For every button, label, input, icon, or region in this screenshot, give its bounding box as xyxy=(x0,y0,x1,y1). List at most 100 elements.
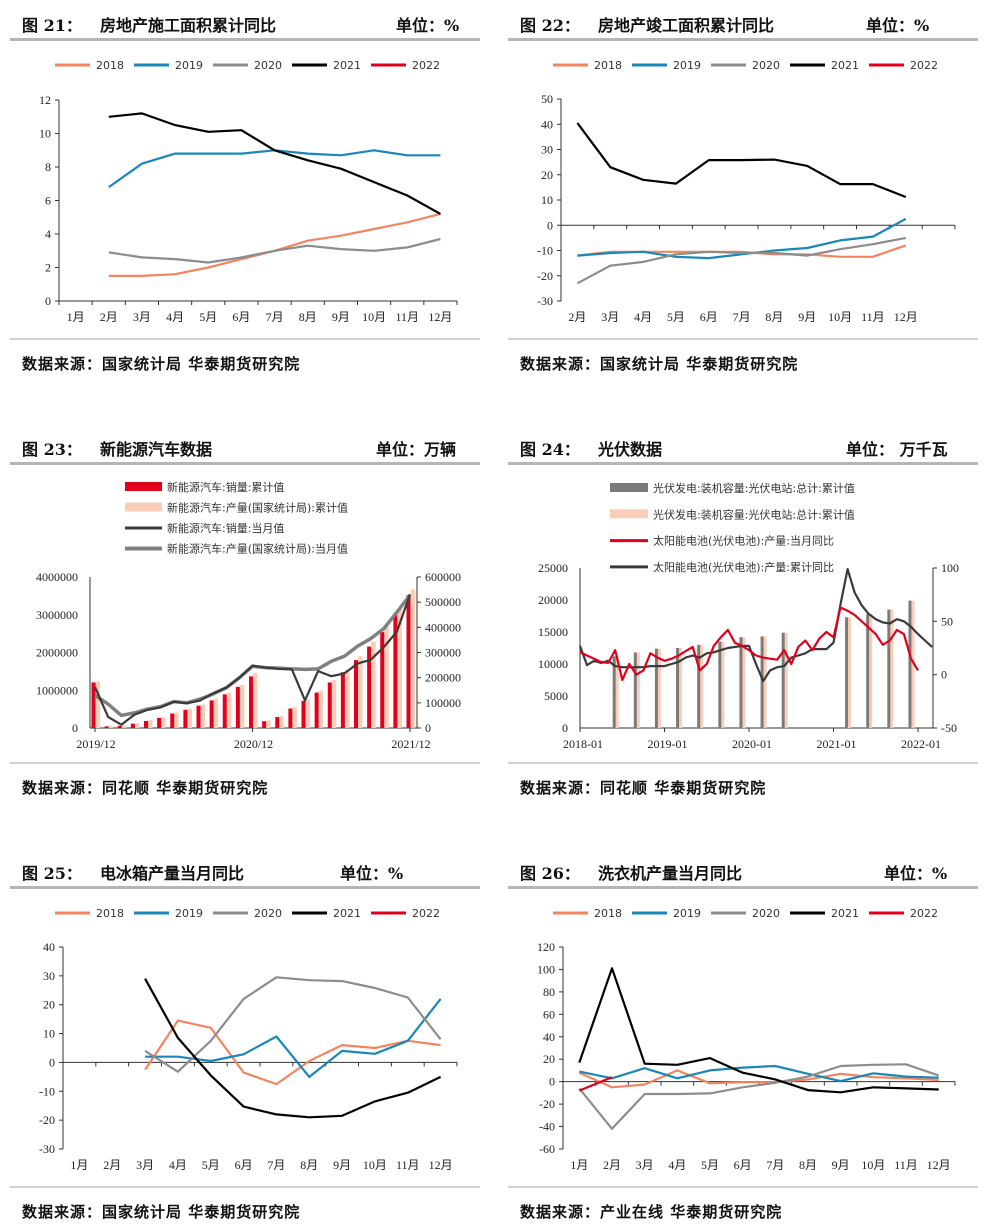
x-tick-label: 2月 xyxy=(603,1158,621,1172)
left-tick-label: 25000 xyxy=(538,561,568,575)
x-tick-label: 5月 xyxy=(701,1158,719,1172)
x-tick-label: 7月 xyxy=(766,1158,784,1172)
legend-label: 新能源汽车:产量(国家统计局):累计值 xyxy=(167,501,348,515)
bar-sales-cumulative xyxy=(262,721,267,728)
bar-pv-capacity-gray xyxy=(908,600,912,728)
y-tick-label: -10 xyxy=(537,244,553,258)
legend-label-2018: 2018 xyxy=(594,59,622,72)
bar-pv-capacity-gray xyxy=(612,656,616,728)
bar-pv-capacity-pink xyxy=(742,637,746,728)
right-tick-label: 50 xyxy=(941,614,953,628)
legend-label-2021: 2021 xyxy=(831,907,859,920)
bar-production-cumulative xyxy=(344,669,350,728)
x-tick-label: 6月 xyxy=(700,310,718,324)
figure-source: 数据来源：产业在线 华泰期货研究院 xyxy=(508,1186,978,1228)
bar-sales-cumulative xyxy=(393,615,398,728)
source-text: 数据来源：国家统计局 华泰期货研究院 xyxy=(22,1203,301,1221)
bar-sales-cumulative xyxy=(130,723,135,728)
bar-production-cumulative xyxy=(292,707,297,728)
x-tick-label: 2021/12 xyxy=(391,737,430,751)
legend-label-2019: 2019 xyxy=(673,59,701,72)
series-line-2019 xyxy=(577,217,907,260)
legend-label-2020: 2020 xyxy=(254,907,282,920)
legend-label: 光伏发电:装机容量:光伏电站:总计:累计值 xyxy=(653,507,855,521)
left-tick-label: 20000 xyxy=(538,593,568,607)
y-tick-label: -20 xyxy=(539,1097,555,1111)
series-line-2021 xyxy=(144,978,442,1119)
y-tick-label: -60 xyxy=(539,1142,555,1156)
x-tick-label: 5月 xyxy=(667,310,685,324)
series-line-2021 xyxy=(108,112,441,215)
source-text: 数据来源：同花顺 华泰期货研究院 xyxy=(22,779,269,797)
figure-header: 图 21： 房地产施工面积累计同比 单位：% xyxy=(10,8,480,41)
figure-label: 图 25： xyxy=(22,864,82,883)
figure-title: 房地产施工面积累计同比 xyxy=(100,16,277,35)
x-tick-label: 2018-01 xyxy=(563,737,603,751)
bar-sales-cumulative xyxy=(183,709,188,728)
bar-pv-capacity-gray xyxy=(781,632,785,728)
bar-production-cumulative xyxy=(397,608,402,728)
bar-production-cumulative xyxy=(161,717,166,728)
legend-label-2018: 2018 xyxy=(96,59,124,72)
chart-washer-output-yoy: 2018 2019 2020 2021 2022 -60 -40 -20 0 20 40 60 80 10… xyxy=(537,907,956,1172)
right-tick-label: 300000 xyxy=(425,646,461,660)
figure-title: 新能源汽车数据 xyxy=(100,440,213,459)
bar-pv-capacity-gray xyxy=(887,609,891,728)
series-line-2021 xyxy=(578,967,939,1094)
x-tick-label: 11月 xyxy=(861,310,885,324)
left-tick-label: 15000 xyxy=(538,625,568,639)
bar-production-cumulative xyxy=(384,626,389,728)
series-line-2018 xyxy=(144,1019,441,1086)
x-tick-label: 7月 xyxy=(733,310,751,324)
x-tick-label: 4月 xyxy=(166,310,184,324)
x-tick-label: 3月 xyxy=(136,1158,154,1172)
x-tick-label: 10月 xyxy=(861,1158,885,1172)
bar-pv-capacity-gray xyxy=(718,641,722,728)
source-text: 数据来源：国家统计局 华泰期货研究院 xyxy=(520,355,799,373)
x-tick-label: 2月 xyxy=(100,310,118,324)
legend-label-2021: 2021 xyxy=(831,59,859,72)
bar-pv-capacity-pink xyxy=(679,648,683,728)
chart-pv-data: 光伏发电:装机容量:光伏电站:总计:累计值光伏发电:装机容量:光伏电站:总计:累… xyxy=(538,481,959,751)
x-tick-label: 3月 xyxy=(133,310,151,324)
series-line-2021 xyxy=(576,122,907,199)
series-line-2018 xyxy=(108,212,441,277)
x-tick-label: 6月 xyxy=(232,310,250,324)
line-sales-monthly xyxy=(93,594,412,726)
right-tick-label: 0 xyxy=(941,668,947,682)
bar-pv-capacity-pink xyxy=(615,656,619,728)
bar-pv-capacity-gray xyxy=(866,614,870,728)
legend-label-2022: 2022 xyxy=(412,907,440,920)
x-tick-label: 9月 xyxy=(832,1158,850,1172)
y-tick-label: 20 xyxy=(541,168,553,182)
bar-production-cumulative xyxy=(279,715,284,728)
x-tick-label: 4月 xyxy=(634,310,652,324)
figure-header: 图 23： 新能源汽车数据 单位：万辆 xyxy=(10,432,480,465)
figure-title: 电冰箱产量当月同比 xyxy=(100,864,245,883)
y-tick-label: 4 xyxy=(45,227,51,241)
y-tick-label: 30 xyxy=(43,969,55,983)
series-line-2022 xyxy=(578,1076,613,1092)
legend-swatch xyxy=(610,509,648,519)
legend-label-2022: 2022 xyxy=(910,59,938,72)
legend-label-2018: 2018 xyxy=(594,907,622,920)
figure-source: 数据来源：同花顺 华泰期货研究院 xyxy=(508,762,978,804)
legend-label-2020: 2020 xyxy=(254,59,282,72)
figure-title: 光伏数据 xyxy=(598,440,663,459)
bar-pv-capacity-gray xyxy=(633,652,637,728)
legend-label-2022: 2022 xyxy=(412,59,440,72)
bar-pv-capacity-pink xyxy=(721,641,725,728)
legend-label: 新能源汽车:销量:当月值 xyxy=(167,521,284,535)
bar-production-cumulative xyxy=(266,720,271,728)
figure-source: 数据来源：同花顺 华泰期货研究院 xyxy=(10,762,480,804)
right-tick-label: 600000 xyxy=(425,570,461,584)
figure-24-panel: 图 24： 光伏数据 单位： 万千瓦 数据来源：同花顺 华泰期货研究院 xyxy=(508,432,978,804)
series-line-2019 xyxy=(145,998,442,1078)
legend-label-2019: 2019 xyxy=(673,907,701,920)
x-tick-label: 11月 xyxy=(395,310,419,324)
unit-label: 单位：% xyxy=(866,16,930,35)
legend-label-2021: 2021 xyxy=(333,59,361,72)
x-tick-label: 2019/12 xyxy=(76,737,115,751)
x-tick-label: 9月 xyxy=(333,1158,351,1172)
left-tick-label: 0 xyxy=(72,721,78,735)
